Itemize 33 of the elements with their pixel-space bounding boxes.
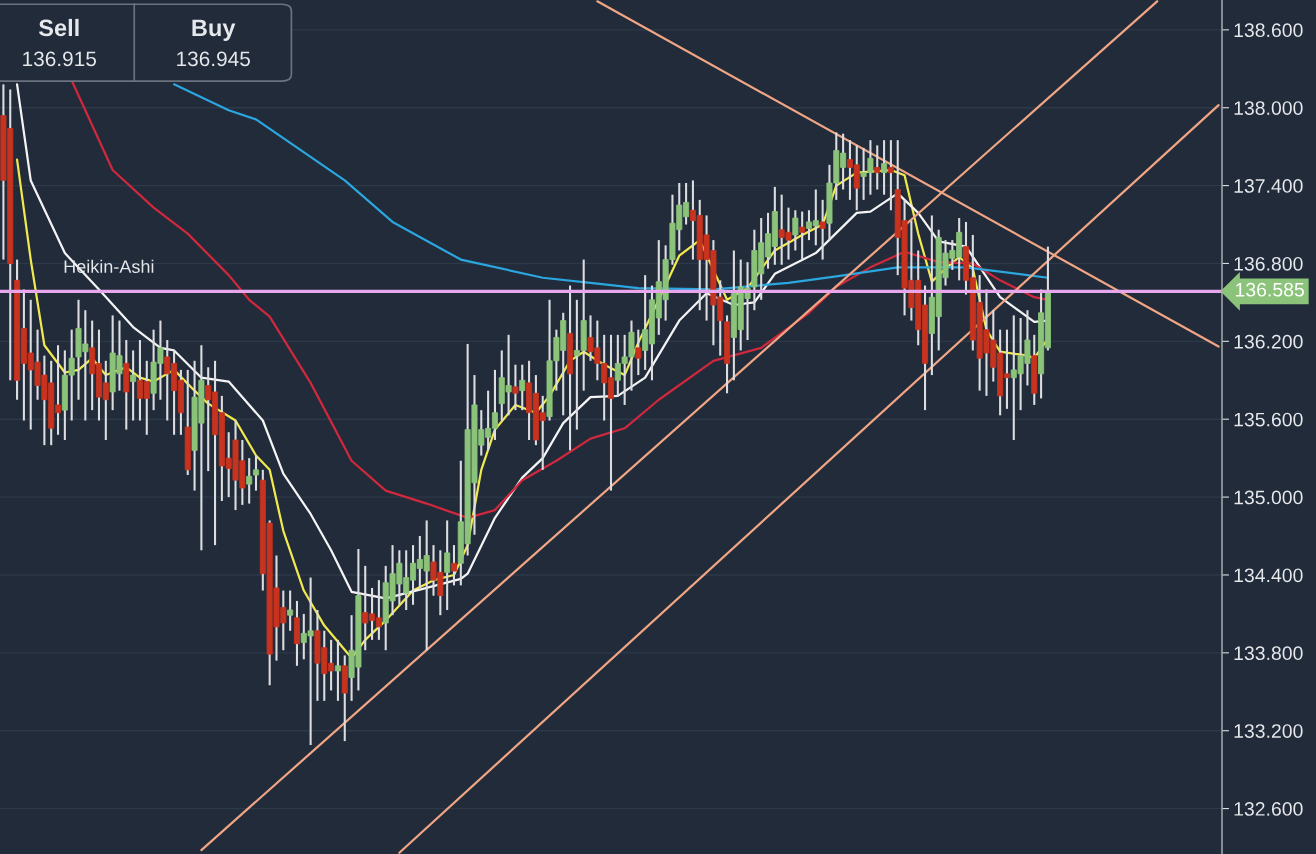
candlestick <box>287 589 294 632</box>
candlestick <box>444 519 451 612</box>
y-tick-label: 135.000 <box>1234 490 1303 505</box>
annotation: 136.945 <box>177 51 250 67</box>
y-tick-label: 135.600 <box>1234 412 1303 427</box>
annotation: Buy <box>192 19 236 41</box>
candlestick <box>252 454 260 492</box>
y-tick-label: 137.400 <box>1234 179 1303 193</box>
y-tick-label: 133.800 <box>1234 646 1303 661</box>
candlestick <box>450 544 457 587</box>
candlestick <box>881 139 888 196</box>
candlestick <box>792 209 799 252</box>
y-tick-label: 136.800 <box>1234 256 1303 271</box>
annotation: Sell <box>38 18 79 37</box>
candlestick <box>874 144 881 191</box>
y-tick-label: 136.200 <box>1234 334 1303 349</box>
candlestick <box>130 349 137 422</box>
candlestick <box>246 457 253 505</box>
y-tick-label: 134.400 <box>1234 568 1303 583</box>
candlestick <box>635 328 642 377</box>
line-series <box>172 83 1050 291</box>
candlestick <box>887 139 894 212</box>
candlestick <box>334 638 341 702</box>
ref-line-label: 136.585 <box>1235 282 1304 297</box>
candlestick <box>799 210 806 261</box>
y-tick-label: 138.600 <box>1234 23 1303 38</box>
annotation: 136.915 <box>23 51 96 67</box>
y-tick-label: 132.600 <box>1234 802 1303 816</box>
candlestick <box>819 198 826 261</box>
y-tick-label: 138.000 <box>1234 101 1303 115</box>
candlestick <box>519 363 526 412</box>
candlestick <box>512 363 519 412</box>
y-tick-label: 133.200 <box>1234 724 1303 738</box>
